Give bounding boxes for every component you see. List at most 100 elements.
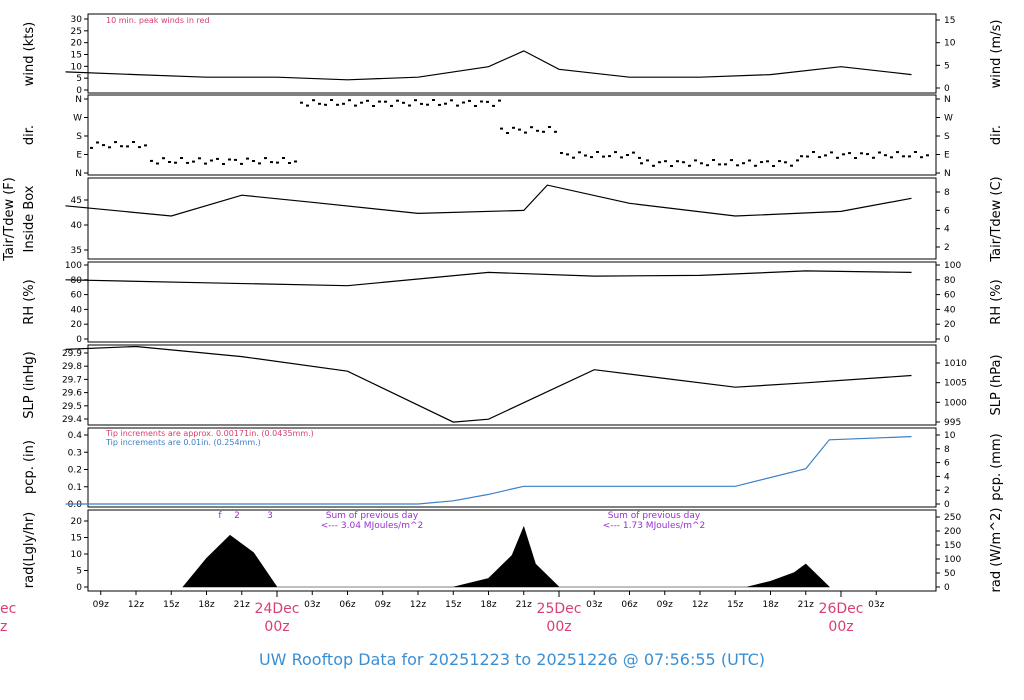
pcp-right-tick-label: 4 <box>944 472 950 482</box>
hour-tick-label: 15z <box>445 600 461 610</box>
hour-tick-label: 21z <box>516 600 532 610</box>
pcp-left-label: pcp. (in) <box>22 440 37 494</box>
slp-right-label: SLP (hPa) <box>989 354 1004 415</box>
hour-tick-label: 21z <box>234 600 250 610</box>
temp-trace <box>65 184 912 217</box>
wind-left-tick-label: 0 <box>76 86 82 96</box>
dir-right-label: dir. <box>989 125 1004 145</box>
temp-right-label: Tair/Tdew (C) <box>989 176 1004 262</box>
rad-sum1-title: Sum of previous day <box>326 511 419 521</box>
rad-sum2-value: <--- 1.73 MJoules/m^2 <box>603 521 705 531</box>
day-hour-cut: z <box>0 619 7 635</box>
rh-left-tick-label: 40 <box>71 305 83 315</box>
dir-left-tick-label: N <box>75 169 82 179</box>
day-label-25dec: 25Dec <box>537 601 582 617</box>
dir-left-tick-label: S <box>76 132 82 142</box>
day-hour-24dec: 00z <box>264 619 289 635</box>
pcp-panel-frame <box>87 427 937 508</box>
wind-left-tick-label: 25 <box>71 27 82 37</box>
rh-right-tick-label: 40 <box>944 305 956 315</box>
temp-right-tick-label: 6 <box>944 206 950 216</box>
wind-panel-frame <box>87 13 937 94</box>
dir-left-tick-label: W <box>73 114 82 124</box>
pcp-right-tick-label: 0 <box>944 500 950 510</box>
rad-sum1-value: <--- 3.04 MJoules/m^2 <box>321 521 423 531</box>
rh-left-label: RH (%) <box>22 279 37 324</box>
day-label-24dec: 24Dec <box>255 601 300 617</box>
rh-right-tick-label: 100 <box>944 261 961 271</box>
temp-left-tick-label: 35 <box>71 246 82 256</box>
rh-left-tick-label: 20 <box>71 320 83 330</box>
rad-right-tick-label: 100 <box>944 555 961 565</box>
hour-tick-label: 12z <box>410 600 426 610</box>
rad-left-label: rad(Lgly/hr) <box>22 512 37 588</box>
slp-trace <box>65 345 912 423</box>
temp-left-label-2: Inside Box <box>22 185 37 252</box>
dir-left-tick-label: N <box>75 95 82 105</box>
pcp-left-tick-label: 0.3 <box>68 448 82 458</box>
rh-right-label: RH (%) <box>989 279 1004 324</box>
pcp-left-tick-label: 0.1 <box>68 483 82 493</box>
pcp-left-tick-label: 0.0 <box>68 500 83 510</box>
temp-left-tick-label: 45 <box>71 196 82 206</box>
slp-left-tick-label: 29.5 <box>62 402 82 412</box>
pcp-right-label: pcp. (mm) <box>989 433 1004 500</box>
dir-right-tick-label: N <box>944 169 951 179</box>
dir-left-label: dir. <box>22 125 37 145</box>
dir-right-tick-label: N <box>944 95 951 105</box>
axis-ticks: 302520151050151050NWSENNWSEN454035864210… <box>62 15 967 610</box>
wind-right-tick-label: 15 <box>944 16 955 26</box>
dir-left-tick-label: E <box>76 151 82 161</box>
day-hour-25dec: 00z <box>546 619 571 635</box>
rh-left-tick-label: 80 <box>71 276 83 286</box>
wind-left-tick-label: 15 <box>71 51 82 61</box>
day-hour-26dec: 00z <box>828 619 853 635</box>
rh-left-tick-label: 100 <box>65 261 82 271</box>
hour-tick-label: 03z <box>868 600 884 610</box>
rad-right-tick-label: 200 <box>944 527 961 537</box>
pcp-trace <box>65 436 912 505</box>
rad-right-tick-label: 0 <box>944 583 950 593</box>
temp-left-tick-label: 40 <box>71 221 83 231</box>
rad-left-tick-label: 5 <box>76 567 82 577</box>
slp-right-tick-label: 1010 <box>944 359 967 369</box>
pcp-right-tick-label: 8 <box>944 445 950 455</box>
slp-left-tick-label: 29.9 <box>62 349 82 359</box>
slp-left-tick-label: 29.4 <box>62 415 82 425</box>
slp-panel-frame <box>87 344 937 426</box>
hour-tick-label: 09z <box>375 600 391 610</box>
temp-right-tick-label: 4 <box>944 225 950 235</box>
chart-title: UW Rooftop Data for 20251223 to 20251226… <box>259 650 765 669</box>
rh-left-tick-label: 60 <box>71 291 83 301</box>
rh-trace <box>65 270 912 287</box>
rad-right-tick-label: 250 <box>944 513 961 523</box>
wind-trace <box>65 50 912 81</box>
pcp-right-tick-label: 6 <box>944 459 950 469</box>
wind-left-tick-label: 5 <box>76 74 82 84</box>
rh-panel-frame <box>87 261 937 343</box>
hour-tick-label: 09z <box>93 600 109 610</box>
rad-left-tick-label: 20 <box>71 517 83 527</box>
rad-right-label: rad (W/m^2) <box>989 508 1004 593</box>
rh-right-tick-label: 20 <box>944 320 956 330</box>
wind-right-label: wind (m/s) <box>989 20 1004 89</box>
hour-tick-label: 06z <box>621 600 637 610</box>
wind-right-tick-label: 10 <box>944 39 956 49</box>
slp-left-tick-label: 29.7 <box>62 375 82 385</box>
rad-left-tick-label: 10 <box>71 550 83 560</box>
slp-left-tick-label: 29.6 <box>62 389 82 399</box>
dir-right-tick-label: E <box>944 151 950 161</box>
slp-right-tick-label: 1000 <box>944 398 967 408</box>
day-label-cut: ec <box>0 601 16 617</box>
hour-tick-label: 15z <box>163 600 179 610</box>
slp-left-label: SLP (inHg) <box>22 351 37 419</box>
wind-peak-note: 10 min. peak winds in red <box>106 16 210 25</box>
temp-right-tick-label: 8 <box>944 188 950 198</box>
rad-sum2-title: Sum of previous day <box>608 511 701 521</box>
hour-tick-label: 09z <box>657 600 673 610</box>
rh-left-tick-label: 0 <box>76 335 82 345</box>
rad-mark-2: 2 <box>234 511 240 521</box>
hour-tick-label: 15z <box>727 600 743 610</box>
wind-right-tick-label: 5 <box>944 61 950 71</box>
